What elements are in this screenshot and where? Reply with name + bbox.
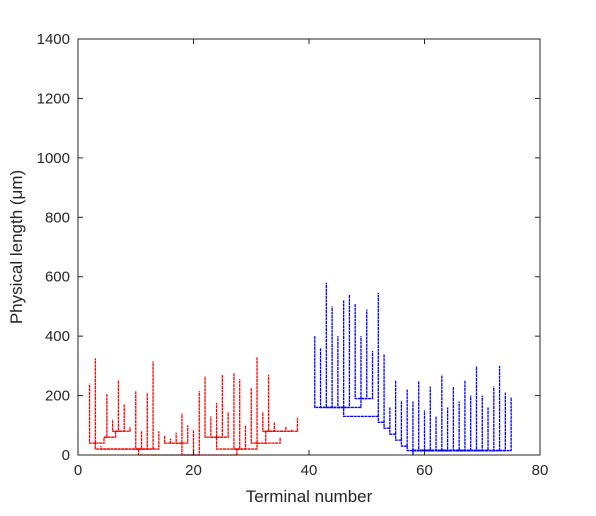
branch-segment <box>193 449 238 456</box>
terminal-branch <box>265 422 276 432</box>
y-tick-label: 600 <box>45 269 70 286</box>
terminal-branch <box>412 374 443 452</box>
terminal-branch <box>412 407 489 452</box>
y-tick-label: 0 <box>62 447 70 464</box>
terminal-branch <box>193 391 200 456</box>
blue-tree <box>314 282 512 455</box>
terminal-branch <box>216 411 229 438</box>
terminal-branch <box>210 416 217 438</box>
branch-segment <box>215 437 237 450</box>
branch-segment <box>103 431 117 438</box>
y-tick-label: 1400 <box>37 31 70 48</box>
terminal-branch <box>412 386 431 452</box>
terminal-branch <box>262 411 266 432</box>
x-tick-label: 0 <box>74 462 82 479</box>
x-axis-label: Terminal number <box>246 487 373 506</box>
terminal-branch <box>343 294 351 409</box>
terminal-branch <box>103 394 108 438</box>
y-tick-label: 1000 <box>37 150 70 167</box>
terminal-branch <box>360 309 368 400</box>
terminal-branch <box>412 365 478 452</box>
terminal-branch <box>236 425 247 450</box>
terminal-branch <box>115 426 131 432</box>
terminal-branch <box>138 431 160 450</box>
terminal-branch <box>412 380 466 452</box>
terminal-branch <box>181 425 189 444</box>
branch-segment <box>95 437 105 444</box>
terminal-branch <box>233 373 237 450</box>
terminal-branch <box>250 388 258 444</box>
terminal-branch <box>360 351 374 400</box>
terminal-branch <box>100 446 139 450</box>
terminal-branch <box>337 336 344 409</box>
branch-segment <box>400 440 408 447</box>
terminal-branch <box>115 404 125 432</box>
y-tick-label: 400 <box>45 328 70 345</box>
branch-segment <box>181 443 194 456</box>
terminal-branch <box>265 374 270 432</box>
x-tick-label: 80 <box>532 462 549 479</box>
branch-segment <box>383 422 390 429</box>
branch-segment <box>137 449 194 456</box>
terminal-branch <box>412 397 512 452</box>
terminal-branch <box>135 391 139 450</box>
terminal-branch <box>314 336 344 409</box>
y-axis-label: Physical length (μm) <box>7 170 26 324</box>
terminal-branch <box>175 432 182 444</box>
terminal-branch <box>236 379 241 450</box>
terminal-branch <box>112 419 116 432</box>
dendrogram-layer <box>88 282 512 456</box>
y-tick-label: 200 <box>45 388 70 405</box>
branch-segment <box>257 431 267 444</box>
terminal-branch <box>412 365 501 452</box>
terminal-branch <box>115 380 120 432</box>
x-tick-label: 60 <box>416 462 433 479</box>
branch-segment <box>343 398 362 409</box>
terminal-branch <box>216 374 224 438</box>
branch-segment <box>94 443 139 450</box>
terminal-branch <box>265 417 299 432</box>
x-tick-label: 20 <box>185 462 202 479</box>
branch-segment <box>394 434 402 441</box>
terminal-branch <box>325 282 344 409</box>
branch-segment <box>236 443 258 450</box>
branch-segment <box>389 428 396 435</box>
terminal-branch <box>257 437 281 444</box>
branch-segment <box>342 407 379 418</box>
x-tick-label: 40 <box>301 462 318 479</box>
branch-segment <box>377 416 385 423</box>
terminal-branch <box>88 383 96 444</box>
terminal-branch <box>412 380 420 452</box>
red-tree <box>88 356 299 456</box>
y-tick-label: 800 <box>45 209 70 226</box>
terminal-branch <box>138 431 143 450</box>
terminal-branch <box>138 361 154 450</box>
y-tick-label: 1200 <box>37 90 70 107</box>
terminal-branch <box>138 392 148 450</box>
terminal-branch <box>354 303 361 400</box>
branch-segment <box>406 446 413 452</box>
terminal-branch <box>163 435 182 444</box>
